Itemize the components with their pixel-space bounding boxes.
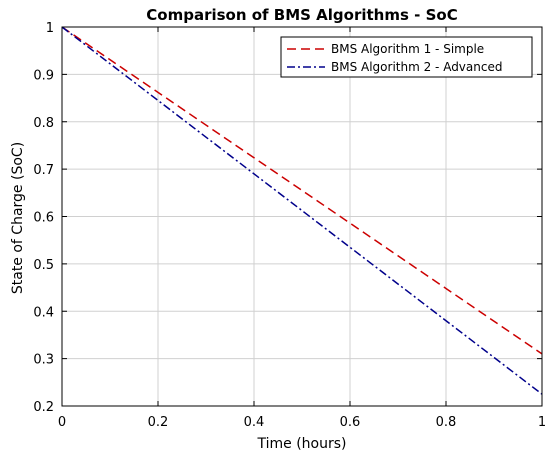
x-tick-label: 1 <box>538 415 546 430</box>
x-tick-label: 0.2 <box>148 415 169 430</box>
legend-label-series-1: BMS Algorithm 1 - Simple <box>331 42 484 56</box>
y-tick-label: 0.3 <box>33 353 54 368</box>
axis-ticks: 0 0.2 0.4 0.6 0.8 1 0.2 0.3 0.4 0.5 0.6 0.7 0.8 0.9 1 <box>33 21 546 430</box>
y-tick-label: 0.6 <box>33 211 54 226</box>
legend: BMS Algorithm 1 - Simple BMS Algorithm 2… <box>280 36 533 78</box>
series-line-1 <box>61 26 543 355</box>
y-axis-label: State of Charge (SoC) <box>10 142 26 294</box>
y-tick-label: 0.4 <box>33 305 54 320</box>
y-tick-label: 1 <box>46 21 54 36</box>
series-lines <box>61 26 543 395</box>
chart-title: Comparison of BMS Algorithms - SoC <box>146 6 457 24</box>
y-tick-label: 0.5 <box>33 258 54 273</box>
x-tick-label: 0.4 <box>244 415 265 430</box>
series-line-2 <box>61 26 543 395</box>
legend-label-series-2: BMS Algorithm 2 - Advanced <box>331 60 502 74</box>
y-tick-label: 0.7 <box>33 163 54 178</box>
x-tick-label: 0.8 <box>436 415 457 430</box>
legend-box <box>280 36 533 78</box>
y-tick-label: 0.9 <box>33 68 54 83</box>
y-tick-label: 0.8 <box>33 116 54 131</box>
y-tick-label: 0.2 <box>33 400 54 415</box>
x-tick-label: 0 <box>58 415 66 430</box>
x-tick-label: 0.6 <box>340 415 361 430</box>
x-axis-label: Time (hours) <box>257 436 347 452</box>
